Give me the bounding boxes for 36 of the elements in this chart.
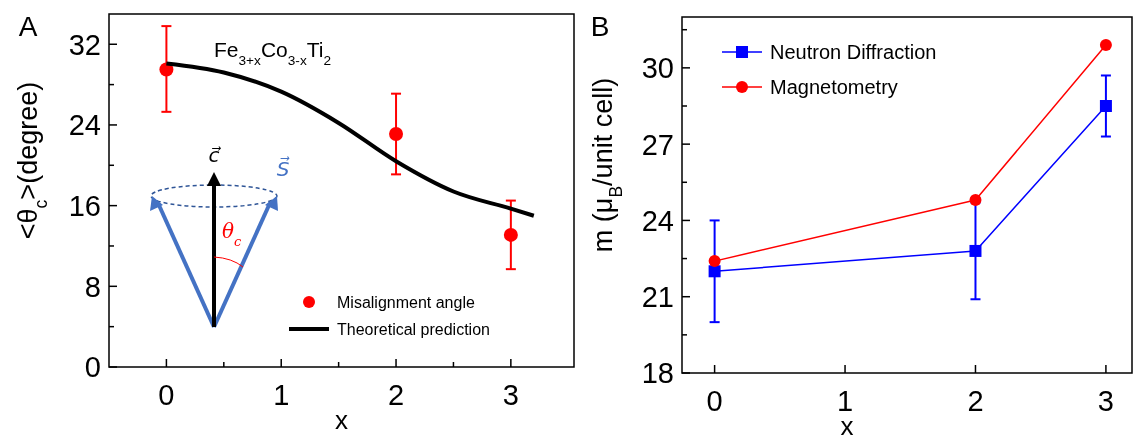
legend-label: Magnetometry xyxy=(770,76,898,99)
point xyxy=(1099,38,1112,51)
point xyxy=(969,244,982,257)
x-tick-label: 3 xyxy=(1097,385,1114,417)
y-tick-label: 32 xyxy=(68,28,101,61)
annotation: S⃗ xyxy=(276,156,290,181)
y-tick-label: 24 xyxy=(641,204,674,237)
y-tick-label: 27 xyxy=(641,128,674,161)
annotation: Fe$_{3+x}$Co$_{3-x}$Ti$_{2}$ xyxy=(214,38,332,68)
x-tick-label: 3 xyxy=(502,379,519,411)
x-tick-label: 2 xyxy=(387,379,405,411)
y-tick-label: 24 xyxy=(68,109,101,142)
y-tick-label: 0 xyxy=(84,351,101,384)
point xyxy=(708,255,721,268)
legend-label: Misalignment angle xyxy=(337,293,475,311)
point xyxy=(389,127,404,142)
y-tick-label: 8 xyxy=(84,270,101,303)
x-axis-title: x xyxy=(335,405,348,435)
annotation: c⃗ xyxy=(208,143,222,167)
x-tick-label: 1 xyxy=(273,379,290,411)
x-tick-label: 0 xyxy=(158,379,175,411)
y-tick-label: 30 xyxy=(641,52,674,85)
point xyxy=(969,194,982,207)
legend-label: Theoretical prediction xyxy=(337,320,490,338)
x-tick-label: 2 xyxy=(967,385,984,417)
text: B xyxy=(590,11,610,42)
legend-label: Neutron Diffraction xyxy=(770,41,937,64)
point xyxy=(1099,100,1112,112)
y-tick-label: 16 xyxy=(68,190,101,223)
point xyxy=(503,227,518,242)
x-tick-label: 0 xyxy=(706,385,723,417)
annotation: θ$_{c}$ xyxy=(222,219,243,249)
y-tick-label: 18 xyxy=(641,357,674,390)
point xyxy=(708,265,721,278)
y-tick-label: 21 xyxy=(641,281,674,314)
text: A xyxy=(18,11,38,42)
